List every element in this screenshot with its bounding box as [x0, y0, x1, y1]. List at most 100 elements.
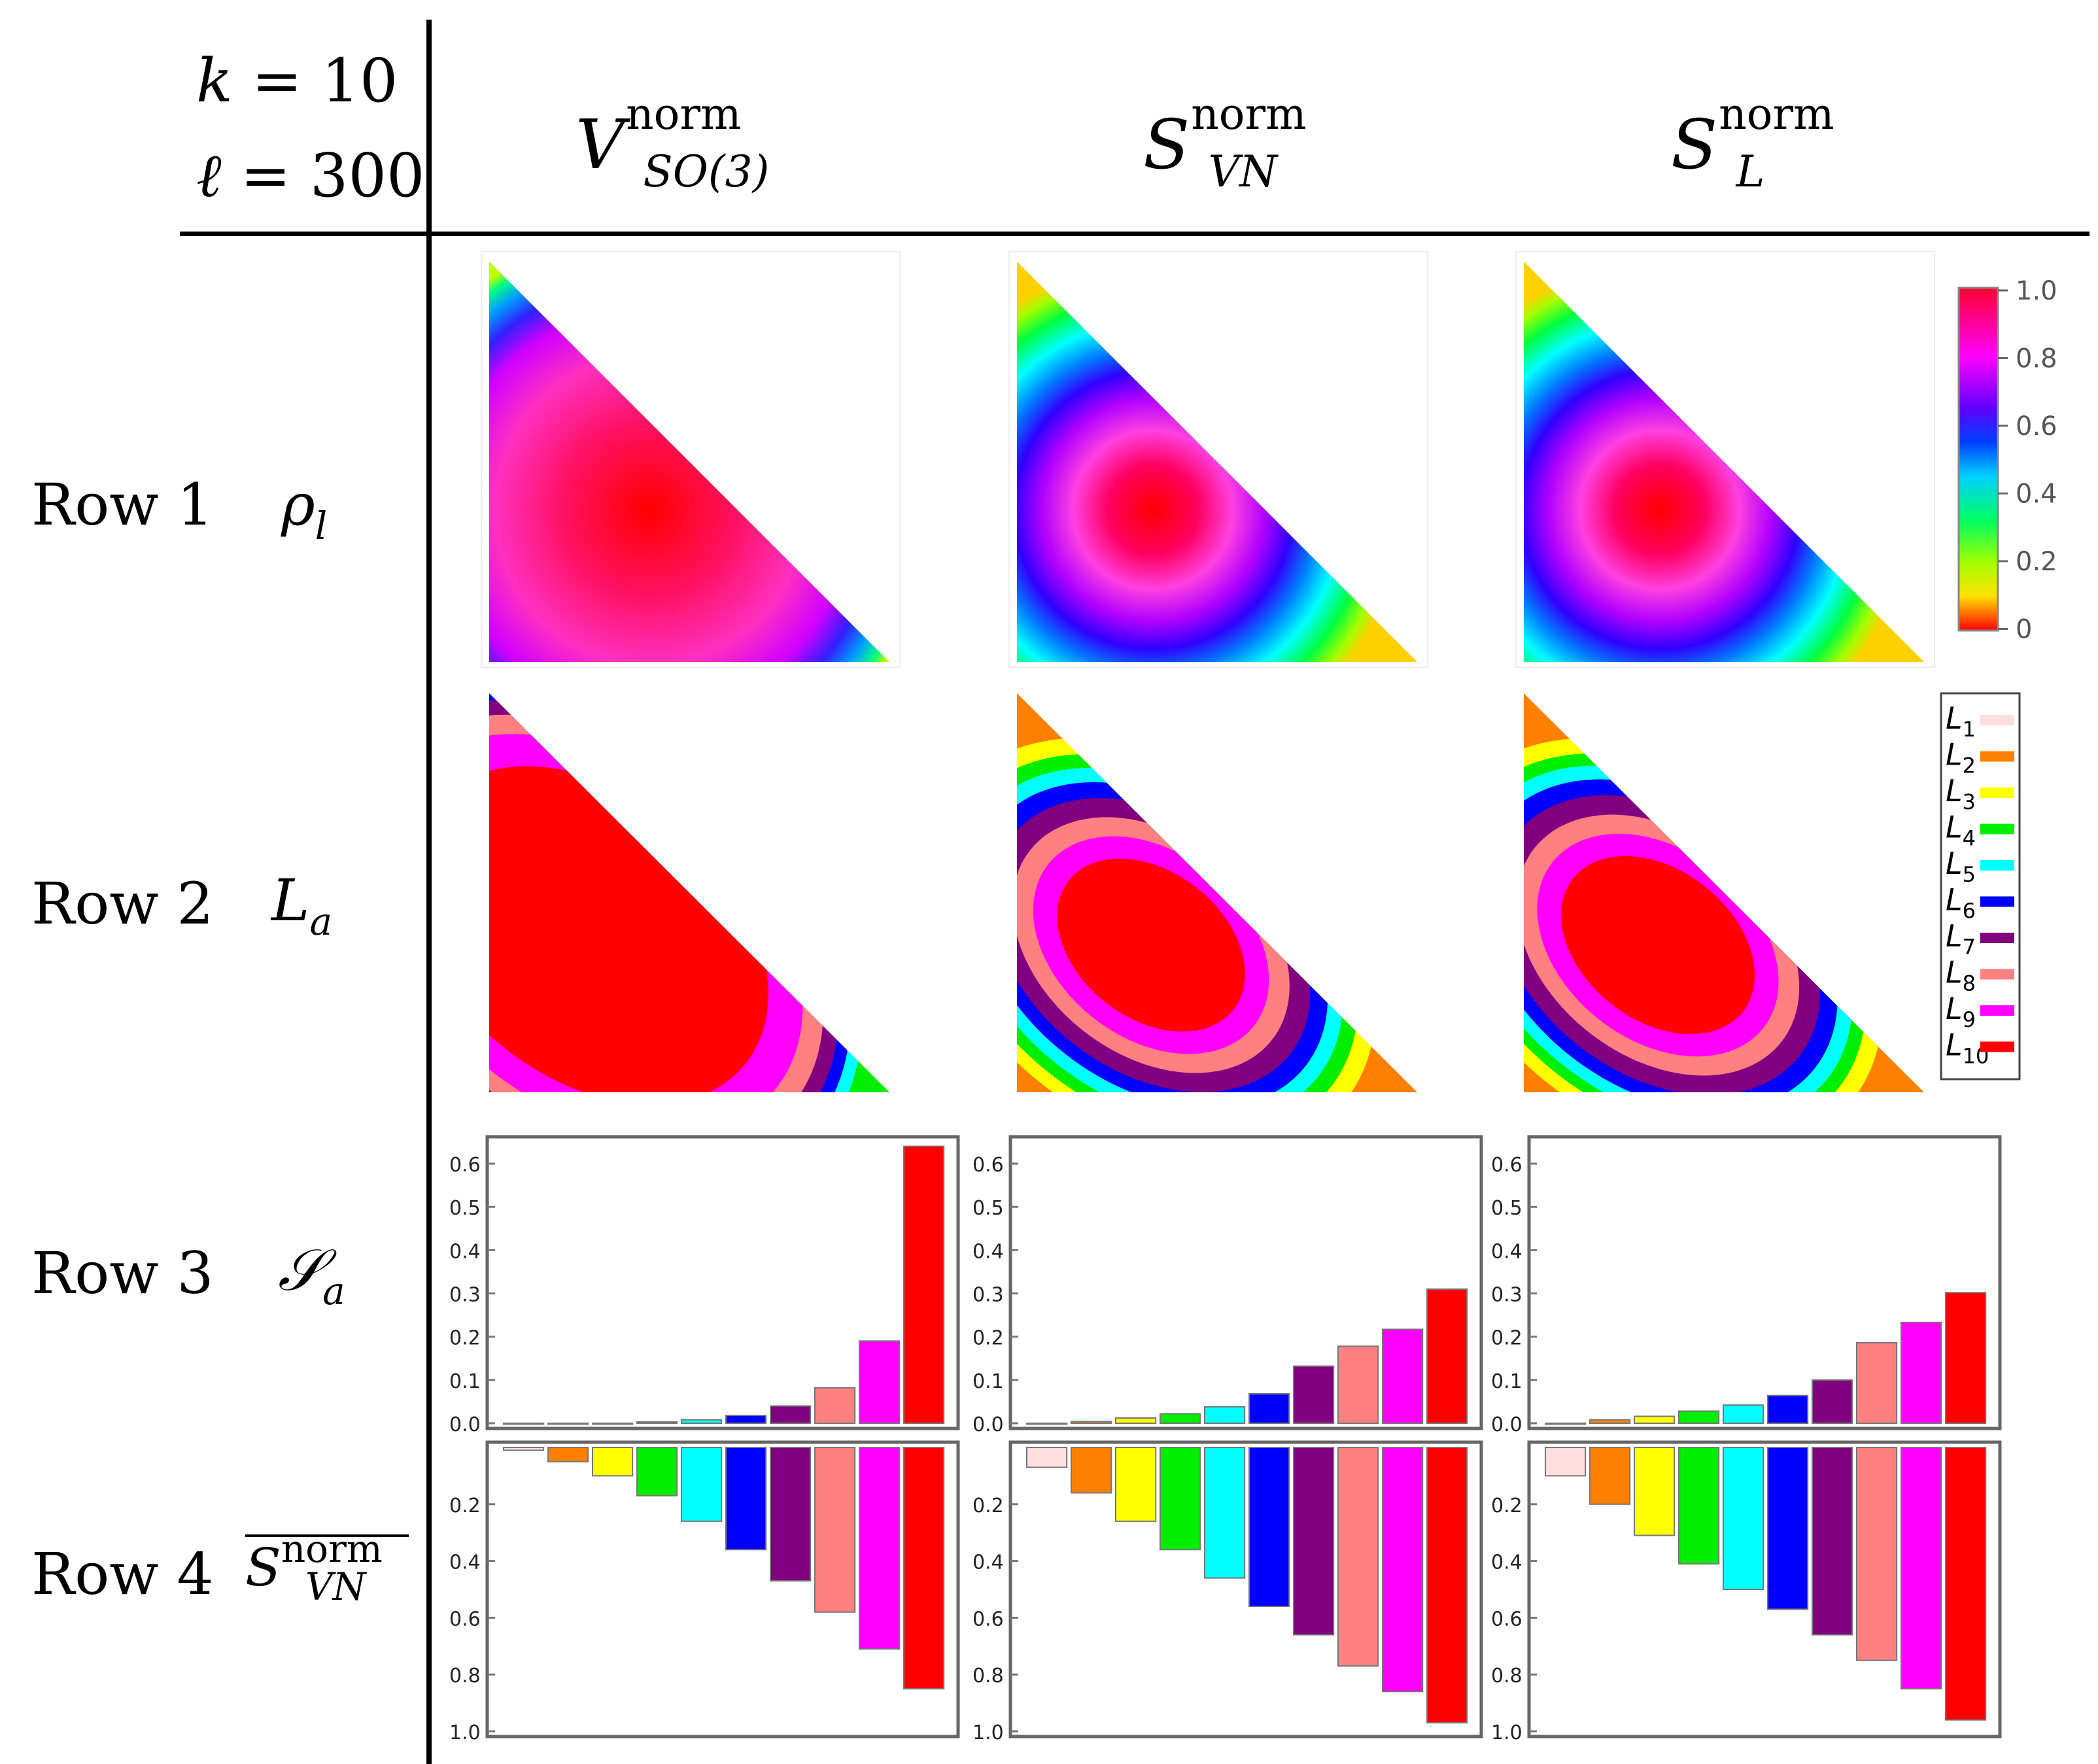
- legend-swatch: [1980, 823, 2014, 835]
- y-tick-label: 1.0: [972, 1721, 1004, 1744]
- y-tick-label: 0.4: [972, 1551, 1004, 1574]
- bar-chart-panel: 0.0 0.1 0.2 0.3 0.4 0.5 0.6: [449, 1135, 960, 1436]
- y-tick-label: 0.8: [1491, 1665, 1522, 1687]
- y-tick-label: 0.6: [1491, 1154, 1522, 1177]
- bar-l5: [681, 1419, 723, 1425]
- colorbar: 1.0 0.8 0.6 0.4 0.2 0: [1957, 276, 2057, 645]
- bar-l10: [903, 1145, 945, 1424]
- y-tick-label: 0.5: [1491, 1197, 1522, 1220]
- colorbar-tick-label: 1.0: [2016, 276, 2057, 306]
- y-tick-label: 0.0: [1491, 1413, 1522, 1436]
- legend-swatch: [1980, 896, 2014, 907]
- bar-l3: [1634, 1447, 1676, 1536]
- bar-chart-panel: 0.2 0.4 0.6 0.8 1.0: [972, 1440, 1483, 1744]
- bar-l7: [1812, 1379, 1853, 1425]
- legend-swatch: [1980, 715, 2014, 725]
- row-symbol-2: La: [271, 867, 333, 944]
- bar-l6: [725, 1415, 767, 1424]
- y-tick-label: 0.6: [449, 1154, 481, 1177]
- y-tick-label: 0.1: [972, 1370, 1004, 1393]
- y-tick-label: 0.0: [449, 1413, 481, 1436]
- bar-l2: [1589, 1419, 1631, 1425]
- bar-l8: [1337, 1345, 1379, 1424]
- bar-l9: [1382, 1328, 1424, 1425]
- bar-l10: [1426, 1447, 1468, 1723]
- y-tick-label: 0.6: [449, 1608, 481, 1631]
- legend-swatch: [1980, 860, 2014, 871]
- bar-l4: [1160, 1413, 1201, 1424]
- bar-l4: [1160, 1447, 1201, 1551]
- row-label-1: Row 1: [31, 471, 214, 538]
- legend-swatch: [1980, 969, 2014, 980]
- y-tick-label: 0.4: [449, 1240, 481, 1263]
- bar-l9: [1900, 1321, 1942, 1425]
- bar-l2: [547, 1423, 589, 1425]
- overline: [245, 1534, 409, 1537]
- y-tick-label: 0.2: [972, 1327, 1004, 1350]
- bar-l9: [859, 1340, 901, 1424]
- bar-l4: [1678, 1410, 1720, 1424]
- bar-l5: [1723, 1404, 1764, 1424]
- bar-l9: [1900, 1447, 1942, 1689]
- bar-l5: [1723, 1447, 1764, 1590]
- row-label-4: Row 4: [31, 1540, 214, 1608]
- y-tick-label: 0.3: [972, 1284, 1004, 1307]
- y-tick-label: 0.4: [1491, 1551, 1522, 1574]
- bar-l3: [1115, 1417, 1157, 1424]
- bar-l2: [547, 1447, 589, 1462]
- bar-l3: [1115, 1447, 1157, 1522]
- y-tick-label: 0.4: [1491, 1240, 1522, 1263]
- y-tick-label: 0.2: [449, 1327, 481, 1350]
- bar-l6: [1248, 1393, 1290, 1424]
- bar-l4: [636, 1421, 678, 1424]
- y-tick-label: 0.5: [972, 1197, 1004, 1220]
- colorbar-tick-label: 0.2: [2016, 547, 2057, 577]
- bar-l6: [1248, 1447, 1290, 1608]
- bar-l10: [1945, 1447, 1987, 1721]
- colorbar-tick-label: 0: [2016, 615, 2032, 645]
- bar-l1: [1545, 1447, 1587, 1477]
- bar-l3: [592, 1423, 634, 1425]
- bar-l3: [1634, 1415, 1676, 1424]
- y-tick-label: 0.8: [449, 1665, 481, 1687]
- colorbar-tick-label: 0.8: [2016, 344, 2057, 374]
- bar-l3: [592, 1447, 634, 1477]
- bar-l1: [503, 1423, 545, 1425]
- y-tick-label: 0.4: [449, 1551, 481, 1574]
- legend-swatch: [1980, 751, 2014, 762]
- bar-l8: [1856, 1341, 1898, 1425]
- bar-l8: [1856, 1447, 1898, 1661]
- y-tick-label: 0.3: [1491, 1284, 1522, 1307]
- column-header-v-so3: VnormSO(3): [576, 89, 770, 197]
- bar-l10: [903, 1447, 945, 1689]
- header-vertical-rule: [426, 20, 432, 1764]
- row-label-3: Row 3: [31, 1239, 214, 1307]
- param-ell: ℓ = 300: [196, 141, 425, 211]
- bar-l8: [814, 1387, 856, 1425]
- bar-l7: [770, 1405, 812, 1425]
- legend-label: L5: [1946, 846, 1976, 887]
- column-header-s-vn: SnormVN: [1143, 89, 1307, 197]
- legend-swatch: [1980, 1005, 2014, 1016]
- y-tick-label: 0.4: [972, 1240, 1004, 1263]
- legend-swatch: [1980, 787, 2014, 798]
- row-symbol-4: SnormVN: [245, 1527, 409, 1609]
- bar-l7: [1293, 1365, 1335, 1425]
- bar-l6: [1767, 1447, 1809, 1610]
- bar-chart-panel: 0.2 0.4 0.6 0.8 1.0: [1491, 1440, 2002, 1744]
- y-tick-label: 0.1: [449, 1370, 481, 1393]
- y-tick-label: 0.8: [972, 1665, 1004, 1687]
- bar-l9: [859, 1447, 901, 1650]
- y-tick-label: 0.0: [972, 1413, 1004, 1436]
- bar-l1: [503, 1447, 545, 1451]
- column-header-s-l: SnormL: [1671, 89, 1834, 197]
- bar-l10: [1426, 1288, 1468, 1425]
- bar-l2: [1589, 1447, 1631, 1505]
- y-tick-label: 0.3: [449, 1284, 481, 1307]
- bar-l6: [1767, 1394, 1809, 1425]
- bar-l7: [1293, 1447, 1335, 1636]
- legend-label: L3: [1946, 773, 1976, 814]
- y-tick-label: 0.6: [972, 1608, 1004, 1631]
